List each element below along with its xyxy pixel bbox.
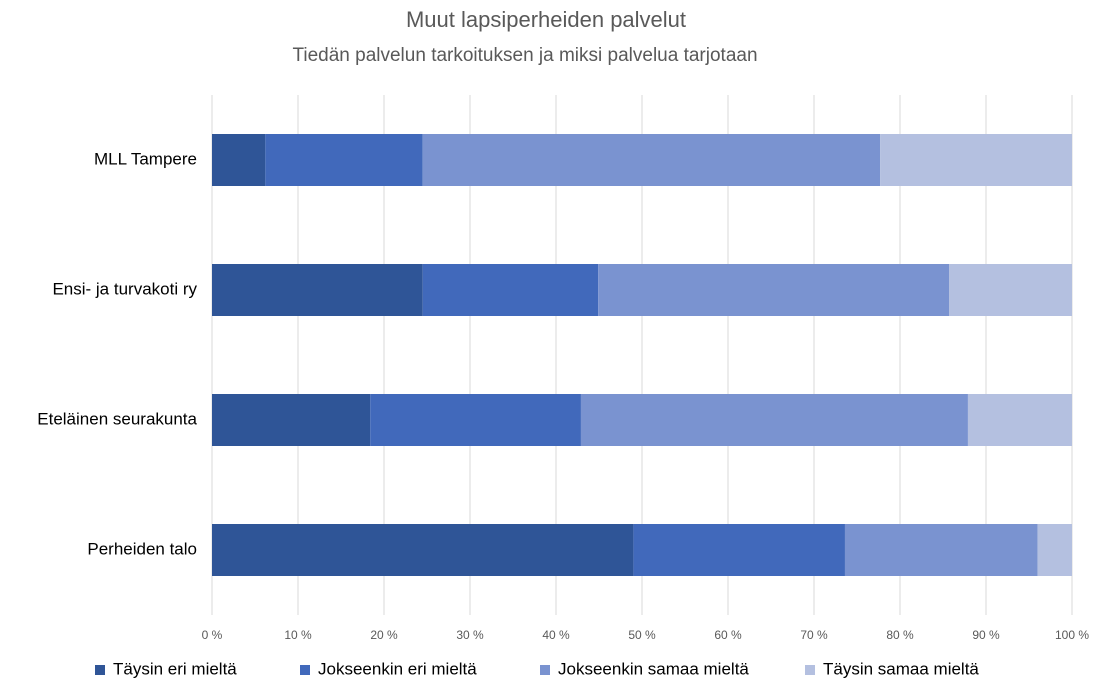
x-tick-label: 20 % [370, 628, 398, 642]
y-tick-label: Perheiden talo [87, 539, 197, 558]
chart-subtitle: Tiedän palvelun tarkoituksen ja miksi pa… [292, 45, 757, 66]
y-tick-label: Eteläinen seurakunta [37, 409, 197, 428]
legend-label: Jokseenkin samaa mieltä [558, 659, 749, 678]
bar-segment [580, 394, 968, 446]
bar-segment [598, 264, 950, 316]
legend-label: Täysin eri mieltä [113, 659, 237, 678]
bar-segment [422, 264, 599, 316]
x-tick-label: 80 % [886, 628, 914, 642]
x-tick-label: 70 % [800, 628, 828, 642]
x-tick-label: 10 % [284, 628, 312, 642]
bar-segment [265, 134, 423, 186]
bar-segment [1037, 524, 1072, 576]
x-tick-label: 60 % [714, 628, 742, 642]
bar-segment [212, 524, 634, 576]
bar-segment [949, 264, 1072, 316]
bar-segment [633, 524, 845, 576]
legend-swatch [95, 665, 105, 675]
bar-segment [422, 134, 881, 186]
x-tick-label: 90 % [972, 628, 1000, 642]
bar-segment [212, 394, 371, 446]
bar-segment [844, 524, 1038, 576]
x-tick-label: 50 % [628, 628, 656, 642]
x-tick-label: 30 % [456, 628, 484, 642]
x-tick-label: 40 % [542, 628, 570, 642]
x-tick-label: 100 % [1055, 628, 1089, 642]
chart-title: Muut lapsiperheiden palvelut [406, 7, 686, 32]
bar-segment [967, 394, 1072, 446]
x-tick-label: 0 % [202, 628, 223, 642]
bar-segment [370, 394, 581, 446]
legend-label: Täysin samaa mieltä [823, 659, 979, 678]
legend-label: Jokseenkin eri mieltä [318, 659, 477, 678]
bar-segment [212, 134, 266, 186]
legend-swatch [300, 665, 310, 675]
legend-swatch [540, 665, 550, 675]
y-tick-label: Ensi- ja turvakoti ry [52, 279, 197, 298]
legend-swatch [805, 665, 815, 675]
y-tick-label: MLL Tampere [94, 149, 197, 168]
bar-segment [880, 134, 1072, 186]
bar-segment [212, 264, 423, 316]
